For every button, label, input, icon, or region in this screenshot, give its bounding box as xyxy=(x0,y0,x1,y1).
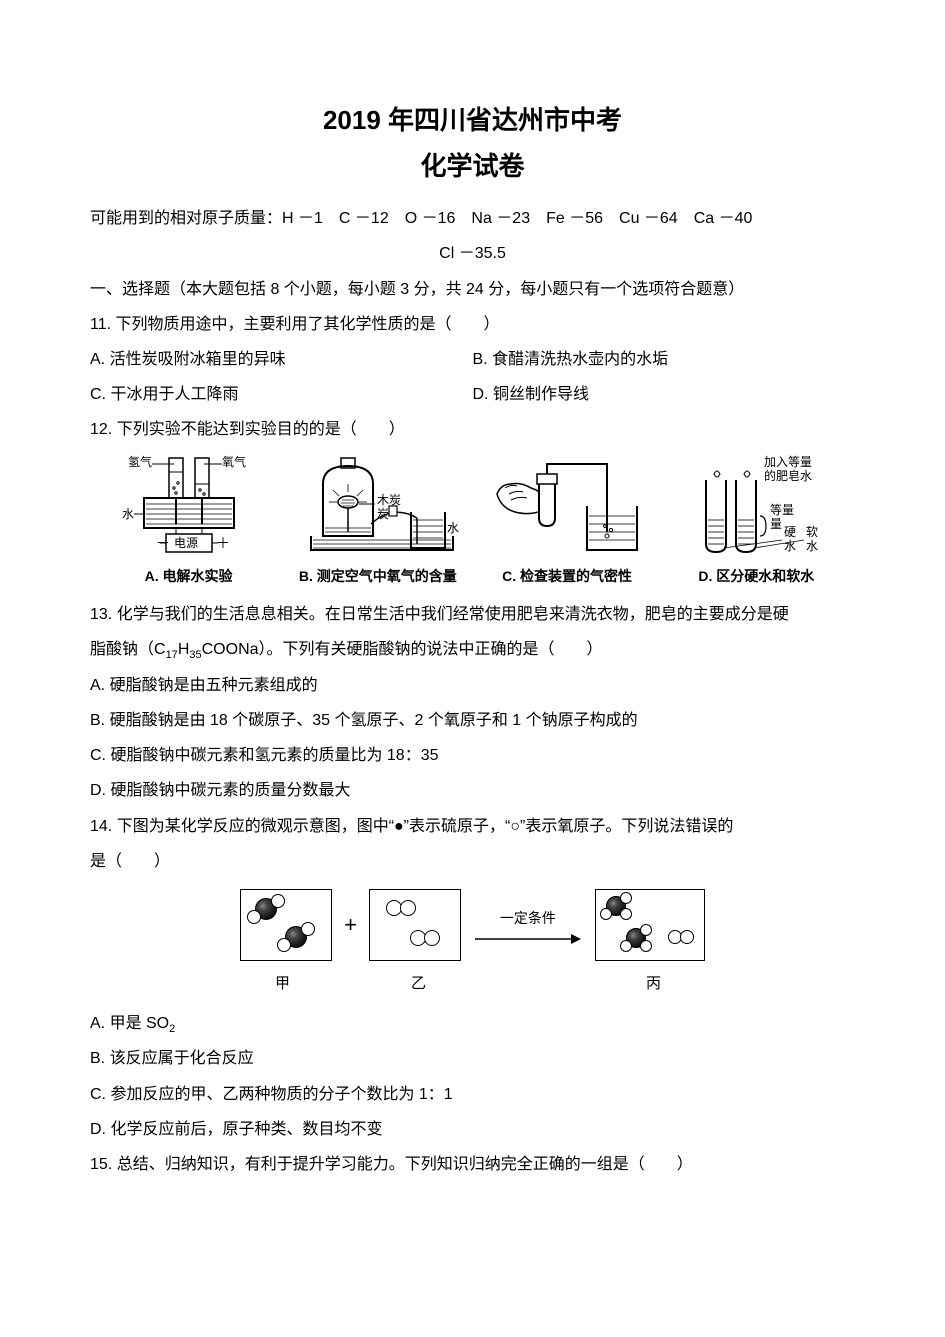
q12-fig-b: 木炭 炭 水 xyxy=(283,454,472,559)
label-charcoal: 木炭 xyxy=(377,493,401,507)
q13-stem-1: 13. 化学与我们的生活息息相关。在日常生活中我们经常使用肥皂来清洗衣物，肥皂的… xyxy=(90,597,855,632)
q12-figures: 氢气 氧气 水 xyxy=(90,454,855,559)
label-soft: 软 xyxy=(806,525,818,539)
q11-opt-b: B. 食醋清洗热水壶内的水垢 xyxy=(473,342,856,377)
section-1-header: 一、选择题（本大题包括 8 个小题，每小题 3 分，共 24 分，每小题只有一个… xyxy=(90,272,855,307)
q11-opt-a: A. 活性炭吸附冰箱里的异味 xyxy=(90,342,473,377)
q12-captions: A. 电解水实验 B. 测定空气中氧气的含量 C. 检查装置的气密性 D. 区分… xyxy=(90,561,855,592)
q11-stem: 11. 下列物质用途中，主要利用了其化学性质的是（ ） xyxy=(90,307,855,342)
q13-opt-c: C. 硬脂酸钠中碳元素和氢元素的质量比为 18：35 xyxy=(90,738,855,773)
q11-options: A. 活性炭吸附冰箱里的异味 B. 食醋清洗热水壶内的水垢 C. 干冰用于人工降… xyxy=(90,342,855,412)
q14-box-jia xyxy=(240,889,332,961)
q14-opt-b: B. 该反应属于化合反应 xyxy=(90,1041,855,1076)
svg-text:水: 水 xyxy=(806,539,818,553)
q14-opt-a: A. 甲是 SO2 xyxy=(90,1006,855,1041)
atomic-mass-line1: 可能用到的相对原子质量：H －1 C －12 O －16 Na －23 Fe －… xyxy=(90,201,855,236)
q14-stem-1: 14. 下图为某化学反应的微观示意图，图中“●”表示硫原子，“○”表示氧原子。下… xyxy=(90,809,855,844)
lbl-yi: 乙 xyxy=(373,967,465,1000)
label-soap-2: 的肥皂水 xyxy=(764,468,812,483)
svg-text:量: 量 xyxy=(770,517,782,531)
q12-fig-c xyxy=(473,454,662,559)
atomic-prefix: 可能用到的相对原子质量： xyxy=(90,210,282,227)
svg-text:＋: ＋ xyxy=(216,535,230,551)
q12-fig-d: 加入等量 的肥皂水 等量 量 硬 软 水 水 xyxy=(662,454,851,559)
label-power: 电源 xyxy=(174,536,198,550)
q13-opt-a: A. 硬脂酸钠是由五种元素组成的 xyxy=(90,668,855,703)
title-sub: 化学试卷 xyxy=(90,146,855,188)
q13-opt-b: B. 硬脂酸钠是由 18 个碳原子、35 个氢原子、2 个氧原子和 1 个钠原子… xyxy=(90,703,855,738)
q15-stem: 15. 总结、归纳知识，有利于提升学习能力。下列知识归纳完全正确的一组是（ ） xyxy=(90,1147,855,1182)
q12-cap-c: C. 检查装置的气密性 xyxy=(473,561,662,592)
reaction-arrow: 一定条件 xyxy=(473,903,583,948)
label-water-a: 水 xyxy=(122,507,134,521)
label-equal: 等量 xyxy=(770,503,794,517)
label-soap-1: 加入等量 xyxy=(764,455,812,469)
title-main: 2019 年四川省达州市中考 xyxy=(90,100,855,142)
label-water-b: 水 xyxy=(447,521,459,535)
lbl-bing: 丙 xyxy=(599,967,709,1000)
q12-cap-d: D. 区分硬水和软水 xyxy=(662,561,851,592)
label-hydrogen: 氢气 xyxy=(128,454,152,469)
svg-text:水: 水 xyxy=(784,539,796,553)
q14-box-bing xyxy=(595,889,705,961)
q13-opt-d: D. 硬脂酸钠中碳元素的质量分数最大 xyxy=(90,773,855,808)
q13-stem-2: 脂酸钠（C17H35COONa）。下列有关硬脂酸钠的说法中正确的是（ ） xyxy=(90,632,855,667)
q12-cap-a: A. 电解水实验 xyxy=(94,561,283,592)
q14-figure: + 一定条件 xyxy=(90,889,855,961)
arrow-condition: 一定条件 xyxy=(500,903,556,934)
q14-box-labels: 甲 乙 丙 xyxy=(90,967,855,1000)
plus-sign: + xyxy=(344,901,357,949)
q12-cap-b: B. 测定空气中氧气的含量 xyxy=(283,561,472,592)
q14-box-yi xyxy=(369,889,461,961)
lbl-jia: 甲 xyxy=(237,967,329,1000)
q14-stem-2: 是（ ） xyxy=(90,844,855,879)
q14-opt-d: D. 化学反应前后，原子种类、数目均不变 xyxy=(90,1112,855,1147)
label-hard: 硬 xyxy=(784,525,796,539)
q11-opt-c: C. 干冰用于人工降雨 xyxy=(90,377,473,412)
q12-fig-a: 氢气 氧气 水 xyxy=(94,454,283,559)
q14-opt-c: C. 参加反应的甲、乙两种物质的分子个数比为 1：1 xyxy=(90,1077,855,1112)
q12-stem: 12. 下列实验不能达到实验目的的是（ ） xyxy=(90,412,855,447)
atomic-values-1: H －1 C －12 O －16 Na －23 Fe －56 Cu －64 Ca… xyxy=(282,210,752,227)
atomic-mass-line2: Cl －35.5 xyxy=(90,236,855,271)
q11-opt-d: D. 铜丝制作导线 xyxy=(473,377,856,412)
label-oxygen: 氧气 xyxy=(222,454,246,469)
